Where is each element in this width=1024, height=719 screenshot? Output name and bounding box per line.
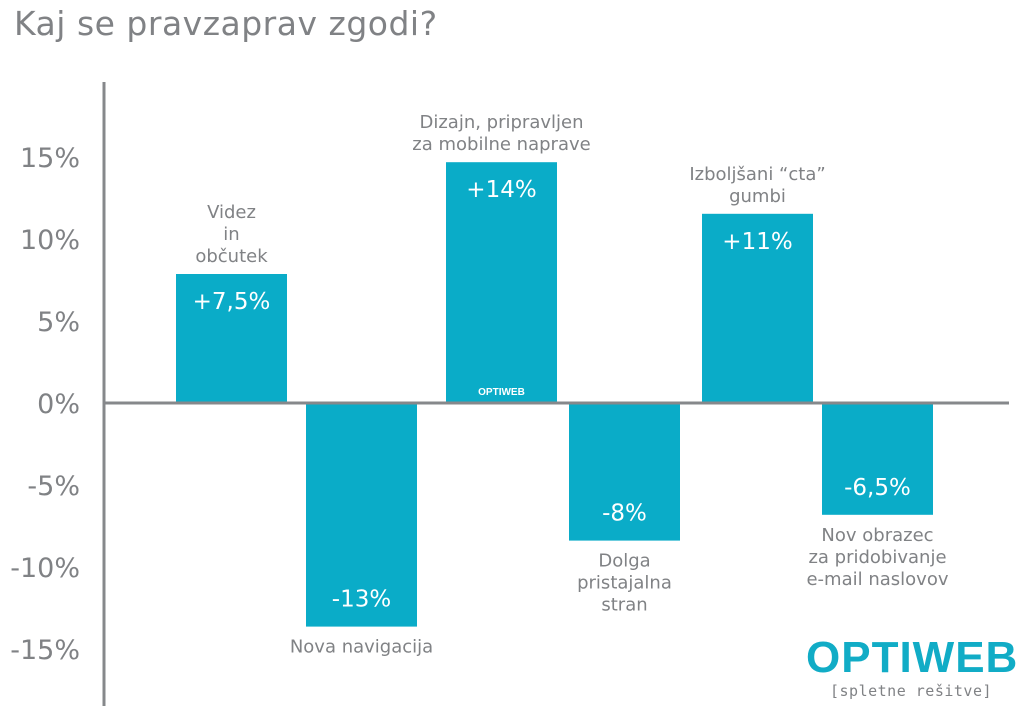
bar-value-label: -6,5% (844, 475, 911, 501)
chart-title: Kaj se pravzaprav zgodi? (14, 4, 438, 43)
bar-value-label: -8% (602, 501, 647, 527)
category-label: in (223, 224, 239, 245)
category-label: Nova navigacija (290, 637, 433, 658)
y-tick-label: 0% (37, 389, 80, 420)
y-tick-label: 10% (20, 225, 80, 256)
bar-value-label: +7,5% (193, 289, 271, 315)
category-label: pristajalna (577, 573, 672, 594)
bar-value-label: +11% (722, 229, 792, 255)
bar (702, 213, 813, 403)
category-label: Dolga (598, 551, 650, 572)
bar (446, 162, 557, 403)
category-label: Izboljšani “cta” (689, 164, 825, 185)
category-label: Videz (207, 202, 256, 223)
bar-value-label: -13% (332, 587, 391, 613)
category-label: stran (601, 595, 647, 616)
bar-value-label: +14% (466, 177, 536, 203)
category-label: za mobilne naprave (412, 134, 590, 155)
logo-wordmark: OPTIWEB (806, 633, 1019, 682)
optiweb-logo: OPTIWEB [spletne rešitve] (806, 633, 1019, 701)
category-label: Dizajn, pripravljen (419, 112, 583, 133)
y-tick-label: 15% (20, 143, 80, 174)
category-label: občutek (195, 246, 268, 267)
category-label: gumbi (729, 186, 786, 207)
y-tick-label: 5% (37, 307, 80, 338)
y-tick-label: -5% (27, 471, 80, 502)
bar (569, 403, 680, 541)
category-label: Nov obrazec (821, 525, 933, 546)
bar (306, 403, 417, 627)
bar (176, 274, 287, 403)
category-label: e-mail naslovov (806, 569, 948, 590)
y-tick-label: -10% (10, 553, 80, 584)
bar-watermark: OPTIWEB (478, 387, 525, 398)
logo-tagline: [spletne rešitve] (829, 682, 993, 700)
bar (822, 403, 933, 515)
y-tick-label: -15% (10, 635, 80, 666)
category-label: za pridobivanje (808, 547, 946, 568)
